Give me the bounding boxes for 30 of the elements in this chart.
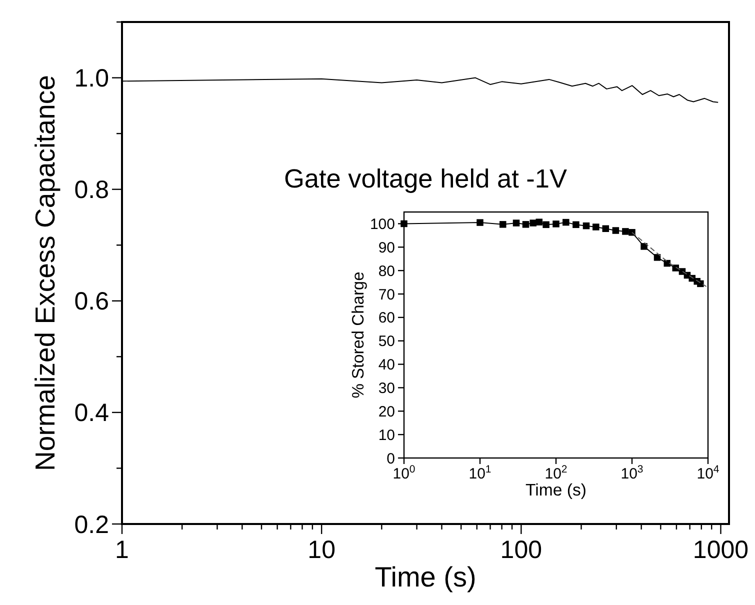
- y-tick-label: 0.8: [74, 176, 109, 204]
- annotation: Gate voltage held at -1V: [284, 164, 568, 194]
- x-tick-label: 10$^{0}$: [392, 463, 416, 482]
- x-tick-label: 100: [500, 536, 542, 564]
- y-tick-label: 80: [378, 262, 395, 280]
- y-tick-label: 100: [370, 216, 395, 233]
- y-tick-label: 90: [378, 239, 395, 256]
- x-tick-label: 1000: [692, 536, 749, 564]
- y-tick-label: 0: [386, 450, 395, 468]
- y-tick-label: 20: [378, 403, 395, 420]
- y-tick-label: 70: [378, 286, 395, 304]
- x-tick-label: 1: [115, 536, 129, 564]
- x-tick-label: 10$^{2}$: [544, 463, 568, 482]
- x-tick-label: 10$^{4}$: [696, 463, 720, 482]
- x-axis-title: Time (s): [526, 480, 586, 500]
- y-tick-label: 0.6: [74, 288, 109, 316]
- x-tick-label: 10: [308, 536, 336, 564]
- y-tick-label: 1.0: [74, 64, 109, 93]
- y-tick-label: 50: [378, 333, 395, 350]
- y-tick-label: 40: [378, 356, 395, 374]
- x-tick-label: 10$^{3}$: [620, 463, 644, 482]
- y-tick-label: 60: [378, 310, 395, 327]
- y-axis-title: Normalized Excess Capacitance: [30, 75, 60, 471]
- x-axis-title: Time (s): [374, 562, 476, 592]
- y-tick-label: 10: [378, 426, 395, 444]
- y-axis-title: % Stored Charge: [350, 272, 368, 398]
- y-tick-label: 30: [378, 380, 395, 397]
- x-tick-label: 10$^{1}$: [468, 463, 492, 482]
- y-tick-label: 0.4: [74, 399, 110, 428]
- y-tick-label: 0.2: [74, 510, 109, 539]
